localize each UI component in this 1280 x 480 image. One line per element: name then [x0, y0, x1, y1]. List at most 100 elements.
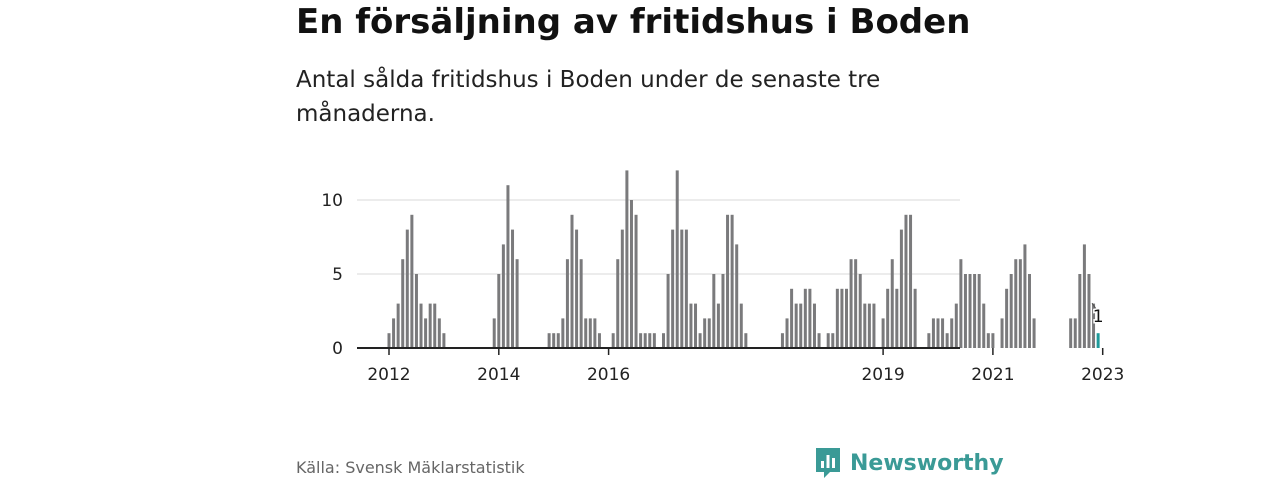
bar: [616, 259, 620, 348]
bar: [1092, 303, 1096, 348]
bar: [694, 303, 698, 348]
bar: [675, 170, 679, 348]
bar: [588, 318, 592, 348]
bar: [689, 303, 693, 348]
bar: [634, 214, 638, 348]
bar: [575, 229, 579, 348]
bar: [442, 333, 446, 348]
chart-title: En försäljning av fritidshus i Boden: [296, 2, 971, 42]
bar: [671, 229, 675, 348]
bar: [835, 288, 839, 348]
bar: [986, 333, 990, 348]
bar: [785, 318, 789, 348]
bar: [881, 318, 885, 348]
bar: [712, 274, 716, 348]
bar: [1073, 318, 1077, 348]
bar: [1032, 318, 1036, 348]
bar: [716, 303, 720, 348]
bar: [927, 333, 931, 348]
bar: [1069, 318, 1073, 348]
bar: [735, 244, 739, 348]
x-tick-label: 2023: [1081, 365, 1124, 385]
bar: [643, 333, 647, 348]
bar: [570, 214, 574, 348]
bar: [492, 318, 496, 348]
bar: [1078, 274, 1082, 348]
bar: [799, 303, 803, 348]
bar: [890, 259, 894, 348]
bar: [501, 244, 505, 348]
bar: [959, 259, 963, 348]
bar: [547, 333, 551, 348]
bar: [991, 333, 995, 348]
newsworthy-logo-icon: [816, 448, 840, 478]
bar: [414, 274, 418, 348]
bar: [565, 259, 569, 348]
bar: [854, 259, 858, 348]
source-note: Källa: Svensk Mäklarstatistik: [296, 458, 525, 477]
bar: [433, 303, 437, 348]
bar: [703, 318, 707, 348]
bar: [863, 303, 867, 348]
bar: [794, 303, 798, 348]
bar: [410, 214, 414, 348]
bar: [886, 288, 890, 348]
bar: [941, 318, 945, 348]
bar: [936, 318, 940, 348]
bar: [515, 259, 519, 348]
bar: [954, 303, 958, 348]
bar: [428, 303, 432, 348]
bar: [726, 214, 730, 348]
bar: [812, 303, 816, 348]
bar: [803, 288, 807, 348]
bar: [913, 288, 917, 348]
bar: [858, 274, 862, 348]
bar: [899, 229, 903, 348]
bar: [666, 274, 670, 348]
bar: [1009, 274, 1013, 348]
x-tick-label: 2012: [367, 365, 410, 385]
annotation-label: 1: [1093, 307, 1104, 327]
bar: [401, 259, 405, 348]
bar: [662, 333, 665, 348]
bar: [556, 333, 560, 348]
bar: [895, 288, 899, 348]
bar: [840, 288, 844, 348]
bar: [931, 318, 935, 348]
bar: [872, 303, 876, 348]
bar: [909, 214, 913, 348]
bar: [977, 274, 981, 348]
bar: [424, 318, 428, 348]
x-tick-label: 2016: [587, 365, 630, 385]
bar: [597, 333, 601, 348]
bar: [1000, 318, 1004, 348]
bar: [552, 333, 556, 348]
y-tick-label: 10: [321, 191, 343, 211]
bar: [593, 318, 597, 348]
bar: [1096, 333, 1100, 348]
bar: [684, 229, 688, 348]
brand-name: Newsworthy: [850, 450, 1004, 476]
bar: [982, 303, 986, 348]
bar: [845, 288, 848, 348]
bar: [1014, 259, 1018, 348]
bar: [1028, 274, 1031, 348]
bar: [831, 333, 835, 348]
x-tick-label: 2019: [861, 365, 904, 385]
bar: [392, 318, 396, 348]
y-tick-label: 0: [332, 339, 343, 359]
bar: [652, 333, 656, 348]
bar: [1087, 274, 1091, 348]
bar: [680, 229, 684, 348]
y-tick-label: 5: [332, 265, 343, 285]
annotation-leader: [1091, 302, 1097, 310]
bar: [1023, 244, 1027, 348]
bar: [620, 229, 624, 348]
bar: [419, 303, 423, 348]
bar: [1018, 259, 1022, 348]
bar: [950, 318, 954, 348]
bar: [405, 229, 409, 348]
bar: [611, 333, 615, 348]
bar: [437, 318, 441, 348]
